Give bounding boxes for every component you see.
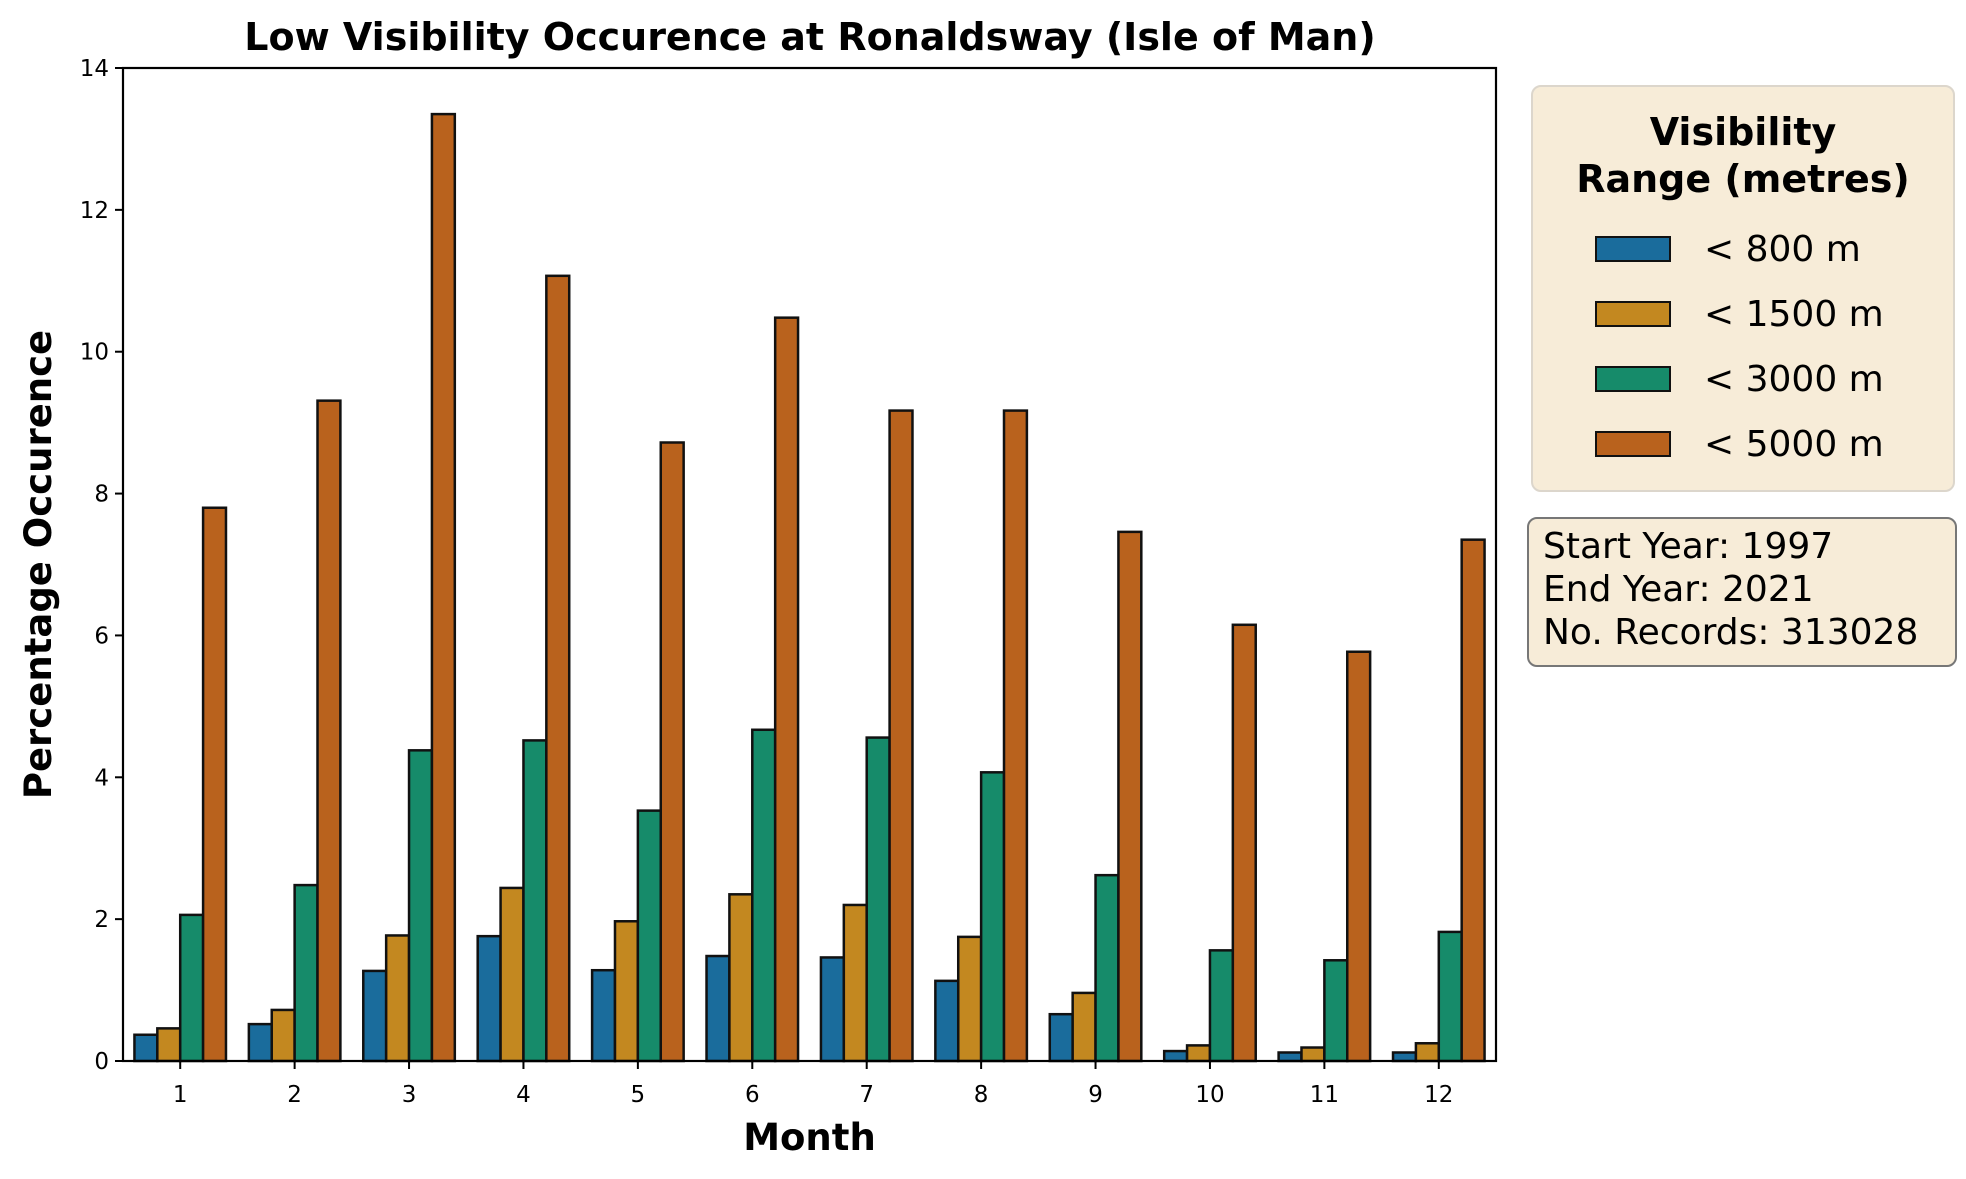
bar-month-8-series-1 <box>956 935 983 1063</box>
bar-month-5-series-3 <box>659 441 685 1063</box>
legend-title: Visibility Range (metres) <box>1533 109 1953 203</box>
legend-label: < 5000 m <box>1704 423 1884 465</box>
x-tick-label: 12 <box>1424 1082 1453 1108</box>
legend-swatch <box>1595 301 1671 327</box>
y-axis-ticks: 0 2 4 6 8 10 12 14 <box>80 56 123 1075</box>
y-axis-label: Percentage Occurence <box>17 330 60 799</box>
bar-month-6-series-2 <box>751 728 777 1063</box>
end-year-text: End Year: 2021 <box>1543 569 1814 610</box>
bar-month-12-series-0 <box>1391 1051 1418 1063</box>
bar-month-3-series-2 <box>407 749 434 1063</box>
bar-month-11-series-0 <box>1277 1051 1303 1063</box>
x-tick-label: 7 <box>859 1082 874 1108</box>
legend-item-3000: < 3000 m <box>1595 359 1884 400</box>
y-tick-label: 0 <box>94 1049 109 1075</box>
legend-item-1500: < 1500 m <box>1595 294 1884 335</box>
bar-month-5-series-0 <box>590 968 617 1063</box>
legend-label: < 1500 m <box>1704 293 1884 335</box>
bar-month-4-series-2 <box>522 739 548 1063</box>
x-tick-label: 8 <box>974 1082 989 1108</box>
bar-month-6-series-0 <box>705 954 731 1063</box>
bar-month-12-series-3 <box>1460 538 1486 1063</box>
bar-month-1-series-2 <box>178 913 205 1063</box>
bar-month-1-series-1 <box>156 1027 182 1063</box>
bar-month-10-series-3 <box>1231 623 1257 1063</box>
x-tick-label: 5 <box>631 1082 646 1108</box>
bar-month-8-series-2 <box>979 771 1006 1063</box>
bar-month-10-series-2 <box>1208 949 1235 1063</box>
chart-title: Low Visibility Occurence at Ronaldsway (… <box>244 15 1375 59</box>
bar-month-9-series-0 <box>1048 1012 1074 1063</box>
y-tick-label: 2 <box>94 907 109 933</box>
bar-month-1-series-0 <box>133 1033 159 1063</box>
bar-month-4-series-0 <box>476 934 502 1063</box>
bar-month-8-series-0 <box>934 979 960 1063</box>
y-tick-label: 14 <box>80 56 109 82</box>
bar-month-11-series-1 <box>1300 1046 1326 1063</box>
legend-swatch <box>1595 366 1671 392</box>
legend-label: < 3000 m <box>1704 358 1884 400</box>
bar-month-2-series-3 <box>316 399 342 1063</box>
bar-month-2-series-1 <box>270 1008 296 1063</box>
bar-month-1-series-3 <box>201 506 228 1063</box>
legend-item-800: < 800 m <box>1595 229 1861 270</box>
bar-month-4-series-1 <box>499 886 525 1063</box>
y-tick-label: 8 <box>94 482 109 508</box>
legend-title-line: Visibility <box>1649 110 1837 154</box>
bar-month-7-series-1 <box>842 903 868 1063</box>
record-count-text: No. Records: 313028 <box>1543 612 1919 653</box>
bar-month-9-series-1 <box>1071 991 1097 1063</box>
y-tick-label: 6 <box>94 623 109 649</box>
bars-group <box>133 112 1486 1063</box>
x-tick-label: 10 <box>1195 1082 1224 1108</box>
bar-month-7-series-3 <box>888 409 914 1063</box>
bar-month-3-series-0 <box>362 969 388 1063</box>
legend-item-5000: < 5000 m <box>1595 424 1884 465</box>
bar-month-6-series-1 <box>728 893 754 1063</box>
legend-label: < 800 m <box>1704 228 1861 270</box>
bar-month-5-series-2 <box>636 809 663 1063</box>
bar-month-5-series-1 <box>613 920 640 1063</box>
bar-month-2-series-2 <box>293 883 319 1063</box>
y-tick-label: 12 <box>80 198 109 224</box>
bar-month-12-series-2 <box>1437 930 1463 1063</box>
y-tick-label: 10 <box>80 340 109 366</box>
info-box: Start Year: 1997 End Year: 2021 No. Reco… <box>1527 517 1957 667</box>
bar-month-10-series-1 <box>1185 1044 1212 1063</box>
bar-month-2-series-0 <box>247 1022 273 1063</box>
start-year-text: Start Year: 1997 <box>1543 526 1834 567</box>
bar-month-7-series-0 <box>819 956 846 1063</box>
x-axis-ticks: 1 2 3 4 5 6 7 8 9 10 11 12 <box>173 1061 1453 1108</box>
bar-month-11-series-3 <box>1346 650 1372 1063</box>
bar-month-6-series-3 <box>773 316 800 1063</box>
x-tick-label: 11 <box>1310 1082 1339 1108</box>
bar-month-3-series-1 <box>384 934 411 1063</box>
bar-month-12-series-1 <box>1414 1042 1441 1063</box>
bar-month-11-series-2 <box>1323 959 1349 1063</box>
x-tick-label: 4 <box>516 1082 531 1108</box>
x-axis-label: Month <box>743 1116 876 1159</box>
y-tick-label: 4 <box>94 765 109 791</box>
legend-swatch <box>1595 431 1671 457</box>
x-tick-label: 2 <box>287 1082 302 1108</box>
legend-swatch <box>1595 236 1671 262</box>
x-tick-label: 9 <box>1088 1082 1103 1108</box>
bar-month-10-series-0 <box>1162 1049 1189 1063</box>
legend: Visibility Range (metres) < 800 m < 1500… <box>1531 85 1955 492</box>
bar-month-4-series-3 <box>545 274 571 1063</box>
x-tick-label: 1 <box>173 1082 188 1108</box>
bar-month-9-series-3 <box>1117 530 1143 1063</box>
axes-frame <box>121 66 1498 1063</box>
x-tick-label: 6 <box>745 1082 760 1108</box>
bar-month-7-series-2 <box>865 736 891 1063</box>
legend-title-line: Range (metres) <box>1576 157 1910 201</box>
x-tick-label: 3 <box>402 1082 417 1108</box>
bar-month-8-series-3 <box>1002 409 1029 1063</box>
bar-month-9-series-2 <box>1094 873 1120 1063</box>
bar-month-3-series-3 <box>430 112 457 1063</box>
